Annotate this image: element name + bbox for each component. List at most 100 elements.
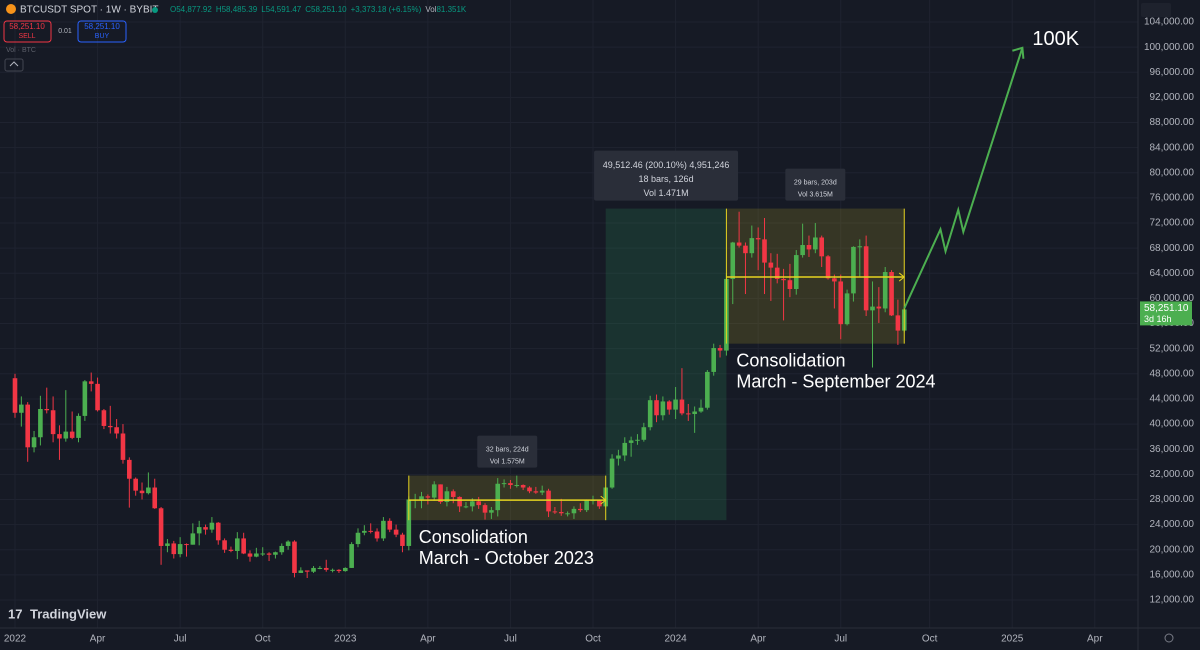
x-tick-label: 2023: [334, 634, 357, 645]
candle-body: [368, 530, 373, 532]
candle-body: [38, 408, 43, 438]
logo-mark: 17: [8, 606, 22, 621]
candle-body: [139, 490, 145, 494]
y-tick-label: 100,000.00: [1144, 42, 1194, 53]
measure-box: [605, 208, 727, 521]
stats-text: Vol 1.575M: [490, 458, 525, 465]
candle-body: [323, 567, 329, 570]
candle-body: [101, 410, 107, 426]
y-tick-label: 96,000.00: [1150, 67, 1195, 78]
buy-button[interactable]: [77, 20, 127, 43]
candle-body: [342, 567, 348, 572]
candle-body: [679, 399, 685, 414]
candle-body: [781, 278, 786, 281]
x-tick-label: Oct: [255, 634, 271, 645]
candle-body: [152, 487, 158, 509]
candle-body: [717, 348, 723, 351]
candle-body: [285, 541, 291, 546]
volume-indicator: Vol · BTC: [6, 47, 36, 54]
sell-price: 58,251.10: [9, 22, 45, 31]
stats-text: 49,512.46 (200.10%) 4,951,246: [603, 160, 730, 170]
candle-body: [241, 538, 246, 554]
x-tick-label: 2022: [4, 634, 27, 645]
y-tick-label: 104,000.00: [1144, 17, 1194, 28]
y-tick-label: 16,000.00: [1150, 569, 1195, 580]
candle-body: [578, 508, 583, 511]
brand: TradingView: [30, 606, 107, 621]
y-tick-label: 32,000.00: [1150, 469, 1195, 480]
candle-body: [889, 272, 894, 316]
candle-body: [450, 491, 456, 497]
y-tick-label: 76,000.00: [1150, 193, 1195, 204]
candle-body: [393, 529, 399, 535]
candle-body: [196, 527, 202, 534]
candle-body: [292, 541, 297, 573]
consolidation-note: March - October 2023: [419, 548, 594, 568]
y-tick-label: 92,000.00: [1150, 92, 1195, 103]
candle-body: [514, 485, 520, 487]
y-tick-label: 60,000.00: [1150, 293, 1195, 304]
last-price-box: [1140, 301, 1192, 326]
candle-body: [57, 434, 62, 439]
candle-body: [806, 245, 812, 250]
y-tick-label: 88,000.00: [1150, 117, 1195, 128]
y-tick-label: 84,000.00: [1150, 142, 1195, 153]
candle-body: [584, 500, 589, 511]
candle-body: [82, 381, 88, 416]
candle-body: [438, 484, 443, 502]
ohlc-value: L54,591.47: [261, 5, 302, 14]
collapse-icon: [9, 61, 19, 67]
candle-body: [813, 237, 818, 250]
candle-body: [457, 496, 462, 507]
consolidation-note: March - September 2024: [736, 371, 935, 391]
currency-button[interactable]: [1141, 3, 1171, 17]
candle-body: [158, 508, 164, 546]
x-tick-label: Jul: [504, 634, 517, 645]
candle-body: [673, 399, 678, 410]
range-arrow: [898, 272, 906, 282]
candle-body: [431, 484, 437, 498]
candle-body: [755, 238, 761, 240]
range-arrow: [600, 495, 607, 505]
candle-body: [565, 513, 570, 515]
volume-value: 81.351K: [436, 5, 466, 14]
stats-text: 18 bars, 126d: [639, 174, 694, 184]
candle-body: [705, 371, 710, 408]
y-tick-label: 68,000.00: [1150, 243, 1195, 254]
candle-body: [844, 293, 850, 325]
candle-body: [743, 245, 748, 254]
candle-body: [228, 549, 234, 551]
collapse-button[interactable]: [4, 58, 24, 72]
y-tick-label: 20,000.00: [1150, 544, 1195, 555]
candle-body: [654, 400, 659, 416]
stats-text: 29 bars, 203d: [794, 179, 837, 186]
candle-body: [330, 569, 335, 571]
x-tick-label: Jul: [174, 634, 187, 645]
candle-body: [851, 246, 856, 294]
candle-body: [635, 439, 640, 441]
stats-text: 32 bars, 224d: [486, 446, 529, 453]
candle-body: [317, 567, 323, 569]
symbol: BTCUSDT SPOT · 1W · BYBIT: [20, 5, 159, 16]
settings-icon[interactable]: [1164, 633, 1174, 643]
candle-body: [171, 543, 177, 555]
candle-body: [520, 485, 526, 488]
projection-line: [903, 47, 1024, 309]
x-tick-label: Oct: [585, 634, 601, 645]
candle-body: [666, 401, 672, 410]
candle-body: [177, 544, 183, 555]
countdown: 3d 16h: [1144, 314, 1172, 324]
candle-body: [641, 427, 647, 440]
candle-body: [133, 478, 138, 491]
ohlc-value: O54,877.92: [170, 5, 212, 14]
candle-body: [95, 383, 100, 411]
candle-body: [482, 505, 488, 513]
candle-body: [63, 431, 69, 439]
x-tick-label: 2025: [1001, 634, 1024, 645]
candle-body: [711, 348, 716, 372]
projection-label: 100K: [1032, 28, 1079, 50]
sell-button[interactable]: [3, 20, 52, 43]
candle-body: [260, 553, 266, 555]
candle-body: [476, 501, 481, 506]
